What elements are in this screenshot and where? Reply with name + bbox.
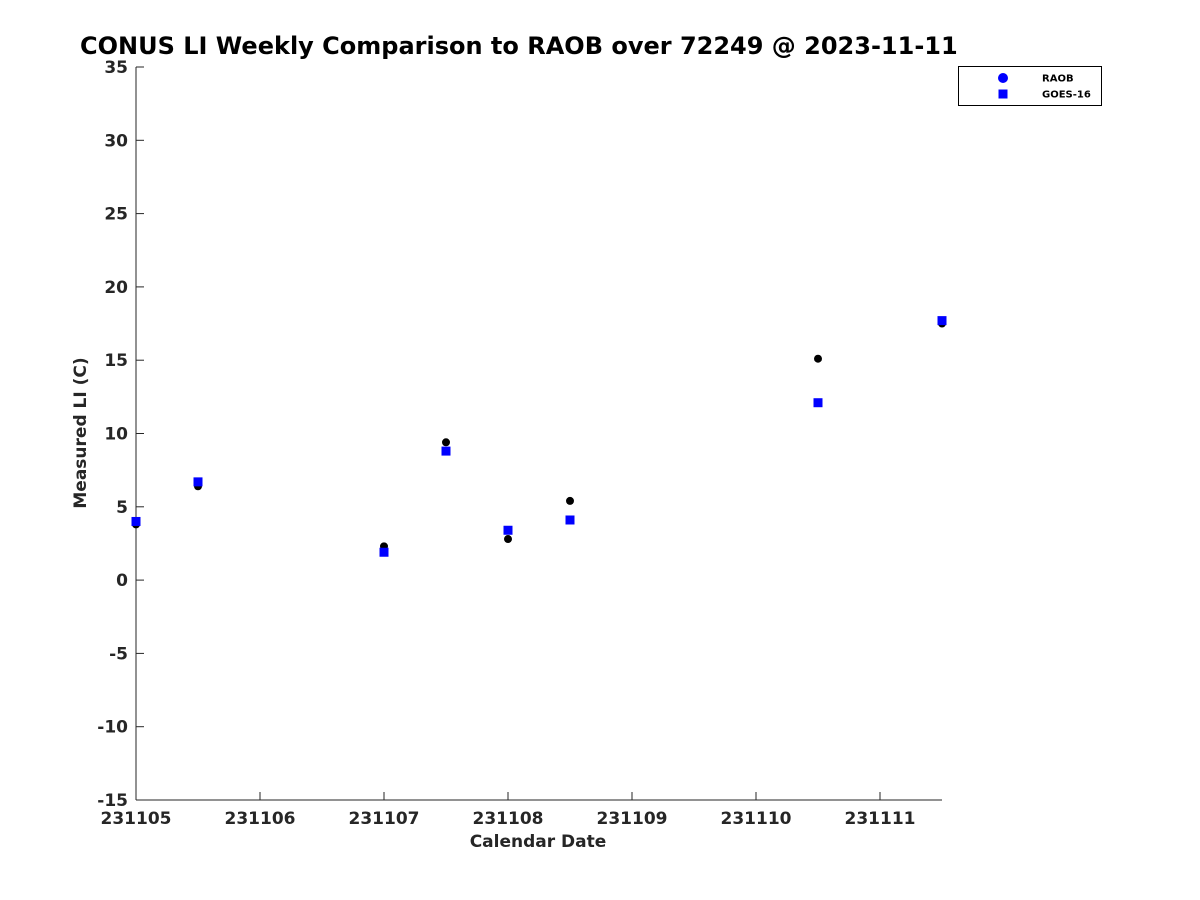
y-tick-label: -5 [109, 644, 128, 664]
legend-circle-marker [998, 73, 1008, 83]
goes16-point [379, 547, 389, 557]
goes16-point [813, 398, 823, 408]
legend[interactable]: RAOB GOES-16 [958, 66, 1102, 106]
legend-box [958, 66, 1102, 106]
goes16-point [565, 515, 575, 525]
goes16-point [503, 525, 513, 535]
plot-axes [135, 67, 942, 801]
y-tick-label: 35 [104, 58, 128, 78]
x-tick-label: 231109 [597, 809, 668, 829]
legend-item-goes-16[interactable]: GOES-16 [998, 89, 1091, 101]
y-tick-label: 10 [104, 425, 128, 445]
chart-title: CONUS LI Weekly Comparison to RAOB over … [80, 32, 958, 60]
raob-point [814, 354, 822, 363]
legend-label: GOES-16 [1042, 90, 1091, 101]
x-tick-label: 231108 [473, 809, 544, 829]
y-tick-label: 15 [104, 351, 128, 371]
x-tick-label: 231106 [225, 809, 296, 829]
x-axis-ticks: 231105 231106 231107 231108 231109 231110 2311… [101, 792, 916, 829]
series-goes-16 [131, 316, 947, 557]
raob-point [504, 535, 512, 544]
data-points [131, 316, 947, 557]
legend-label: RAOB [1042, 74, 1074, 85]
x-tick-label: 231111 [845, 809, 916, 829]
x-tick-label: 231105 [101, 809, 172, 829]
raob-point [442, 438, 450, 447]
y-axis-ticks: 35 30 25 20 15 10 5 0 -5 -10 -15 [97, 58, 144, 811]
y-tick-label: 20 [104, 278, 128, 298]
x-tick-label: 231107 [349, 809, 420, 829]
y-axis-label: Measured LI (C) [71, 357, 91, 508]
legend-item-raob[interactable]: RAOB [998, 73, 1074, 85]
goes16-point [193, 477, 203, 487]
goes16-point [441, 446, 451, 456]
legend-square-marker [998, 89, 1008, 99]
y-tick-label: 30 [104, 131, 128, 151]
y-tick-label: 25 [104, 205, 128, 225]
y-tick-label: 0 [116, 571, 128, 591]
x-axis-label: Calendar Date [470, 832, 607, 852]
raob-point [566, 496, 574, 505]
series-raob [132, 319, 946, 551]
y-tick-label: -15 [97, 791, 128, 811]
x-tick-label: 231110 [721, 809, 792, 829]
y-tick-label: -10 [97, 718, 128, 738]
y-tick-label: 5 [116, 498, 128, 518]
goes16-point [131, 516, 141, 526]
goes16-point [937, 316, 947, 326]
